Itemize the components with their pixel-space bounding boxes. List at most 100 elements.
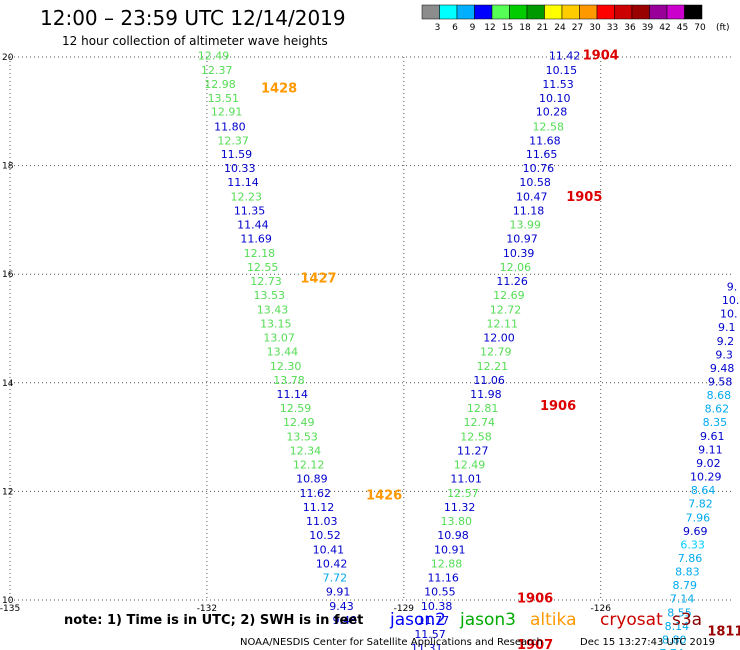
color-key-level: 36 [624,23,636,33]
pass-label: 1426 [366,489,402,504]
wave-height-value: 9.11 [698,443,723,456]
wave-height-value: 13.15 [260,317,292,330]
wave-height-value: 12.59 [280,402,312,415]
pass-label: 1427 [300,271,336,286]
wave-height-value: 7.96 [686,511,711,524]
wave-height-value: 11.18 [513,204,545,217]
color-key-swatch [614,4,633,20]
wave-height-value: 9.61 [700,430,725,443]
wave-height-values: 12.4912.3712.9813.5112.9111.8012.3711.59… [198,50,740,650]
color-key-level: 21 [537,23,548,33]
x-tick-label: -135 [0,604,20,614]
wave-height-value: 12.21 [477,360,509,373]
satellite-legend-jason2: jason2 [389,610,446,630]
wave-height-value: 11.59 [221,148,253,161]
wave-height-value: 9.91 [326,586,351,599]
x-tick-label: -126 [591,604,612,614]
wave-height-value: 10.42 [316,557,348,570]
wave-height-value: 11.62 [299,487,331,500]
wave-height-value: 13.44 [267,346,299,359]
wave-height-value: 11.65 [526,148,558,161]
footer-timestamp: Dec 15 13:27:43 UTC 2019 [580,637,715,648]
footer-credit: NOAA/NESDIS Center for Satellite Applica… [240,637,543,648]
wave-height-value: 13.43 [257,303,289,316]
color-key-level: 24 [554,23,566,33]
pass-label: 1428 [261,81,297,96]
wave-height-value: 10. [720,308,738,321]
wave-height-value: 7.74 [659,647,684,650]
color-key-swatch [544,4,563,20]
color-key-unit: (ft) [716,23,730,33]
color-key-level: 12 [484,23,495,33]
wave-height-value: 12.79 [480,346,512,359]
pass-label: 1907 [517,638,553,650]
color-key-swatch [439,4,458,20]
color-key-swatch [526,4,545,20]
y-tick-label: 18 [2,162,14,172]
pass-labels: 1428142714261425190419051906190619071811… [261,49,740,650]
color-key-level: 39 [642,23,654,33]
wave-height-value: 11.26 [496,275,528,288]
color-key-swatch [474,4,493,20]
wave-height-value: 10.97 [506,233,538,246]
wave-height-value: 11.32 [444,501,476,514]
color-key-swatch [596,4,615,20]
color-key-level: 27 [572,23,583,33]
wave-height-value: 9. [727,280,738,293]
wave-height-value: 13.53 [254,289,286,302]
pass-label: 1811 [707,624,740,639]
wave-height-value: 11.01 [450,473,482,486]
wave-height-value: 12.55 [247,261,279,274]
wave-height-value: 7.86 [678,552,703,565]
color-key-level: 42 [659,23,670,33]
color-key-level: 33 [607,23,618,33]
wave-height-value: 10.33 [224,162,256,175]
wave-height-value: 9.3 [715,348,733,361]
wave-height-value: 12.49 [283,416,315,429]
satellite-legend-s3a: s3a [672,610,702,630]
wave-height-value: 10.52 [309,529,341,542]
wave-height-value: 10.89 [296,473,328,486]
wave-height-value: 12.49 [198,50,230,63]
wave-height-value: 10.58 [519,176,551,189]
wave-height-value: 10. [722,294,740,307]
x-tick-label: -129 [394,604,415,614]
wave-height-value: 9.48 [332,614,357,627]
wave-height-value: 12.30 [270,360,302,373]
wave-height-value: 10.28 [536,106,568,119]
wave-height-value: 13.53 [286,430,318,443]
satellite-legend-cryosat: cryosat [600,610,663,630]
wave-height-value: 12.58 [460,430,492,443]
y-tick-label: 20 [2,53,14,63]
wave-height-value: 11.44 [237,219,269,232]
wave-height-value: 12.58 [532,120,564,133]
wave-height-value: 10.29 [690,471,722,484]
color-key-level: 45 [677,23,688,33]
wave-height-value: 10.47 [516,190,548,203]
color-key-swatch [491,4,510,20]
y-tick-label: 14 [2,379,14,389]
wave-height-value: 11.68 [529,134,561,147]
wave-height-value: 12.81 [467,402,499,415]
wave-height-value: 11.35 [234,204,266,217]
wave-height-value: 9.43 [329,600,354,613]
wave-height-value: 12.23 [231,190,263,203]
wave-height-value: 10.15 [546,64,578,77]
wave-height-value: 9.1 [718,321,736,334]
wave-height-value: 12.11 [487,317,519,330]
pass-label: 1904 [583,49,619,64]
wave-height-value: 11.80 [214,120,246,133]
wave-height-value: 10.39 [503,247,535,260]
color-key-swatch [456,4,475,20]
wave-height-value: 11.98 [470,388,502,401]
wave-height-value: 12.73 [250,275,282,288]
wave-height-value: 8.64 [691,484,716,497]
wave-height-value: 7.82 [688,498,713,511]
y-tick-label: 10 [2,596,14,606]
wave-height-value: 11.77 [418,614,450,627]
pass-label: 1905 [566,190,602,205]
wave-height-value: 6.33 [680,538,705,551]
wave-height-value: 12.74 [464,416,496,429]
